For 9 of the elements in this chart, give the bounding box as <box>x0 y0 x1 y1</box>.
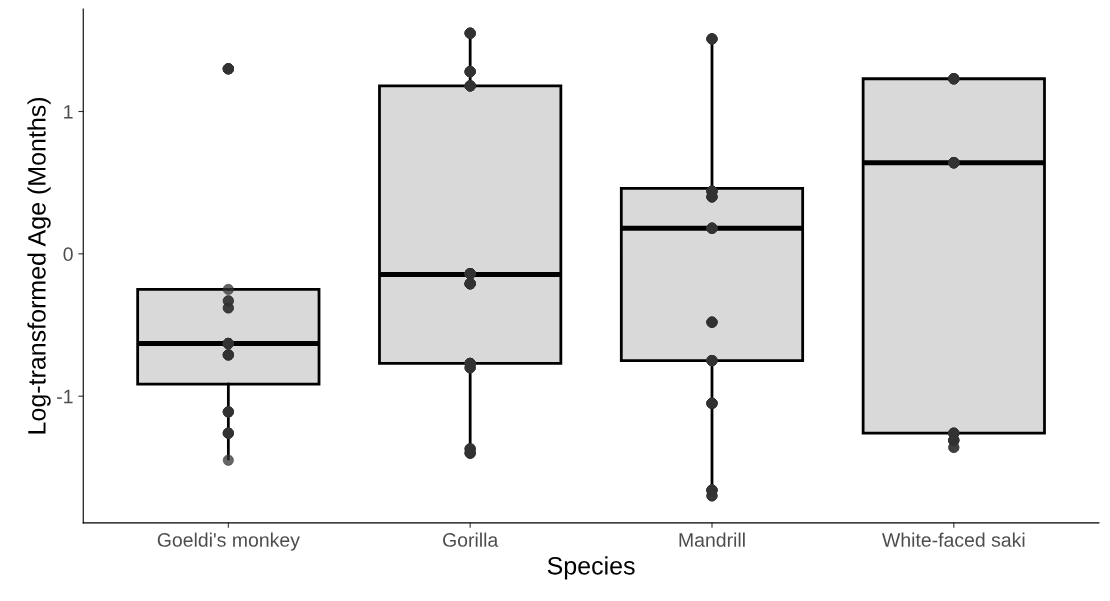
x-tick-label: Mandrill <box>679 532 745 547</box>
y-tick-label: -1 <box>57 389 73 404</box>
y-tick-label: 0 <box>63 247 73 262</box>
x-axis-title: Species <box>547 556 635 580</box>
y-axis-title: Log-transformed Age (Months) <box>27 97 51 434</box>
x-tick-label: Gorilla <box>443 532 499 547</box>
y-tick-label: 1 <box>64 105 73 119</box>
x-tick-label: Goeldi's monkey <box>157 532 300 551</box>
x-tick-label: White-faced saki <box>882 532 1025 547</box>
